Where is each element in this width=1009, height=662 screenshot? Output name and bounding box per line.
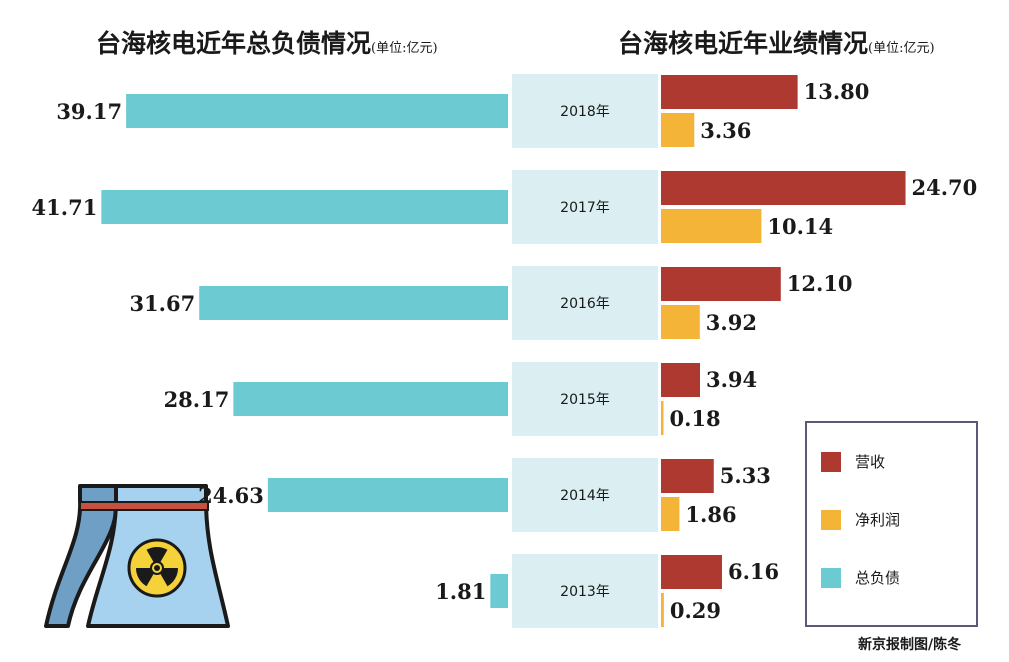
revenue-value-label: 24.70 (912, 175, 978, 200)
revenue-value-label: 13.80 (804, 79, 870, 104)
year-label: 2014年 (560, 488, 610, 504)
net-profit-bar (661, 401, 664, 435)
net-profit-value-label: 1.86 (685, 502, 736, 527)
year-band (512, 554, 658, 628)
right-unit-label: (单位:亿元) (868, 41, 935, 56)
liabilities-bar (267, 478, 508, 512)
net-profit-bar (661, 305, 700, 339)
revenue-bar (661, 267, 781, 301)
liabilities-bar (126, 94, 508, 128)
legend-item-revenue: 营收 (821, 451, 885, 472)
liabilities-value-label: 39.17 (56, 99, 122, 124)
net-profit-value-label: 3.92 (706, 310, 757, 335)
year-band (512, 74, 658, 148)
net-profit-bar (661, 209, 762, 243)
year-band (512, 170, 658, 244)
revenue-bar (661, 171, 906, 205)
right-chart-title: 台海核电近年业绩情况(单位:亿元) (618, 29, 935, 58)
liabilities-bar (101, 190, 508, 224)
liabilities-bar (490, 574, 508, 608)
legend-swatch-total-liabilities (821, 567, 841, 588)
net-profit-bar (661, 113, 695, 147)
legend-label-net-profit: 净利润 (855, 511, 901, 529)
left-unit-label: (单位:亿元) (371, 41, 438, 56)
net-profit-value-label: 0.18 (670, 406, 721, 431)
net-profit-value-label: 0.29 (670, 598, 721, 623)
year-label: 2016年 (560, 296, 610, 312)
legend: 营收 净利润 总负债 (805, 421, 978, 627)
revenue-bar (661, 75, 798, 109)
legend-label-revenue: 营收 (855, 453, 886, 471)
year-band (512, 458, 658, 532)
legend-swatch-net-profit (821, 509, 841, 530)
nuclear-cooling-tower-icon (44, 484, 230, 628)
credit-label: 新京报制图/陈冬 (858, 637, 962, 653)
year-label: 2015年 (560, 392, 610, 408)
net-profit-bar (661, 497, 680, 531)
liabilities-value-label: 1.81 (435, 579, 486, 604)
liabilities-value-label: 28.17 (164, 387, 230, 412)
year-band (512, 266, 658, 340)
revenue-bar (661, 555, 722, 589)
liabilities-bar (233, 382, 508, 416)
revenue-value-label: 12.10 (787, 271, 853, 296)
left-chart-title: 台海核电近年总负债情况(单位:亿元) (96, 29, 438, 58)
net-profit-bar (661, 593, 664, 627)
liabilities-value-label: 24.63 (198, 483, 264, 508)
year-label: 2018年 (560, 104, 610, 120)
net-profit-value-label: 10.14 (767, 214, 833, 239)
liabilities-value-label: 41.71 (32, 195, 98, 220)
revenue-bar (661, 459, 714, 493)
legend-label-total-liabilities: 总负债 (855, 569, 901, 587)
revenue-value-label: 6.16 (728, 559, 779, 584)
year-label: 2017年 (560, 200, 610, 216)
year-band (512, 362, 658, 436)
revenue-bar (661, 363, 701, 397)
legend-item-total-liabilities: 总负债 (821, 567, 900, 588)
year-label: 2013年 (560, 584, 610, 600)
revenue-value-label: 3.94 (706, 367, 757, 392)
revenue-value-label: 5.33 (720, 463, 771, 488)
legend-item-net-profit: 净利润 (821, 509, 900, 530)
liabilities-bar (199, 286, 508, 320)
legend-swatch-revenue (821, 451, 841, 472)
net-profit-value-label: 3.36 (700, 118, 751, 143)
liabilities-value-label: 31.67 (129, 291, 195, 316)
